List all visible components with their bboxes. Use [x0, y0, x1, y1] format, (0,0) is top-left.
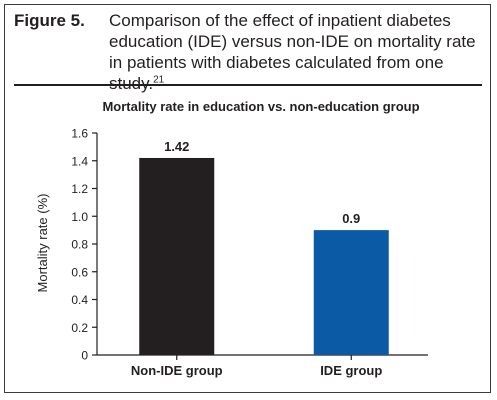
y-tick-label: 1.0 [71, 210, 88, 224]
y-axis-label: Mortality rate (%) [35, 194, 50, 293]
y-tick-label: 1.4 [71, 154, 88, 168]
figure-label: Figure 5. [14, 11, 85, 30]
bar-ide-group [313, 230, 389, 355]
y-tick-label: 0.4 [71, 293, 88, 307]
caption-body: Comparison of the effect of inpatient di… [109, 11, 476, 93]
y-tick-label: 0.8 [71, 238, 88, 252]
y-tick-label: 0.6 [71, 265, 88, 279]
caption-divider [14, 84, 482, 86]
figure-frame [4, 4, 491, 393]
bar-non-ide-group [139, 157, 215, 355]
bar-value-label: 0.9 [342, 211, 360, 226]
bar-value-label: 1.42 [164, 139, 189, 154]
figure-caption-text: Comparison of the effect of inpatient di… [109, 10, 481, 94]
y-tick-label: 1.2 [71, 182, 88, 196]
x-tick-label: IDE group [320, 363, 382, 378]
chart-title: Mortality rate in education vs. non-educ… [102, 99, 419, 114]
y-tick-label: 1.6 [71, 127, 88, 141]
y-tick-label: 0.2 [71, 321, 88, 335]
y-tick-label: 0 [81, 349, 88, 363]
x-tick-label: Non-IDE group [131, 363, 223, 378]
caption-citation: 21 [153, 74, 165, 86]
